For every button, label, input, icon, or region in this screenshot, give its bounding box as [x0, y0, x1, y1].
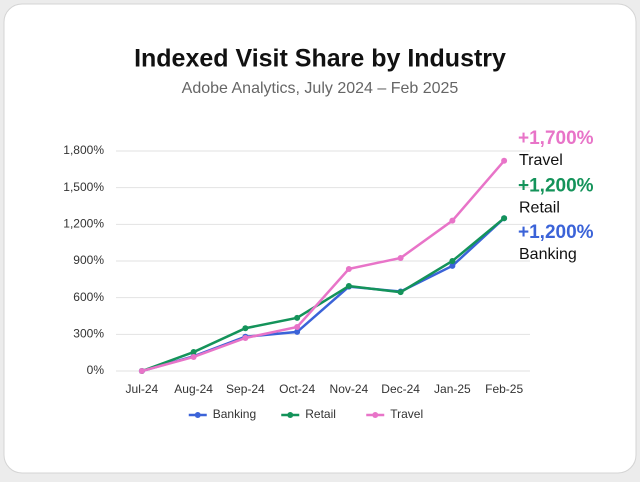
annotation-label: Banking: [519, 246, 577, 263]
x-tick-label: Dec-24: [381, 382, 420, 396]
x-tick-label: Oct-24: [279, 382, 315, 396]
data-point: [294, 324, 301, 330]
data-point: [449, 258, 456, 264]
data-point: [449, 262, 456, 269]
y-tick-label: 0%: [87, 363, 105, 377]
y-tick-label: 900%: [73, 253, 104, 267]
data-point: [397, 289, 404, 296]
y-tick-label: 600%: [73, 290, 104, 304]
data-point: [294, 328, 301, 335]
y-tick-label: 1,800%: [63, 143, 104, 157]
data-point: [190, 349, 197, 356]
data-point: [242, 335, 249, 341]
x-tick-label: Sep-24: [226, 382, 265, 396]
data-point: [138, 368, 145, 374]
x-tick-label: Aug-24: [174, 382, 213, 396]
annotation-label: Retail: [519, 200, 560, 217]
x-tick-label: Nov-24: [330, 382, 369, 396]
annotation-value: +1,200%: [518, 175, 594, 196]
data-point: [449, 217, 456, 224]
chart-subtitle: Adobe Analytics, July 2024 – Feb 2025: [182, 80, 459, 97]
legend-marker: [194, 412, 201, 418]
x-tick-label: Feb-25: [485, 382, 523, 396]
series-line: [141, 159, 506, 373]
data-point: [345, 265, 352, 272]
annotation-value: +1,200%: [518, 222, 594, 243]
annotation-value: +1,700%: [518, 128, 594, 149]
y-tick-label: 300%: [73, 327, 104, 341]
legend-label: Banking: [213, 407, 256, 421]
y-tick-label: 1,500%: [63, 180, 104, 194]
y-tick-label: 1,200%: [63, 217, 104, 231]
chart-title: Indexed Visit Share by Industry: [134, 45, 506, 73]
data-point: [190, 353, 197, 360]
legend-label: Travel: [390, 407, 423, 421]
legend-marker: [287, 412, 294, 418]
data-point: [397, 254, 404, 261]
legend-marker: [372, 412, 379, 418]
data-point: [294, 314, 301, 321]
data-point: [501, 215, 508, 222]
data-point: [242, 325, 249, 332]
data-point: [345, 283, 352, 290]
annotation-label: Travel: [519, 152, 563, 169]
legend-label: Retail: [305, 407, 336, 421]
x-tick-label: Jul-24: [126, 382, 159, 396]
data-point: [501, 157, 508, 164]
series-line: [141, 217, 505, 373]
x-tick-label: Jan-25: [434, 382, 471, 396]
card: [3, 3, 637, 474]
